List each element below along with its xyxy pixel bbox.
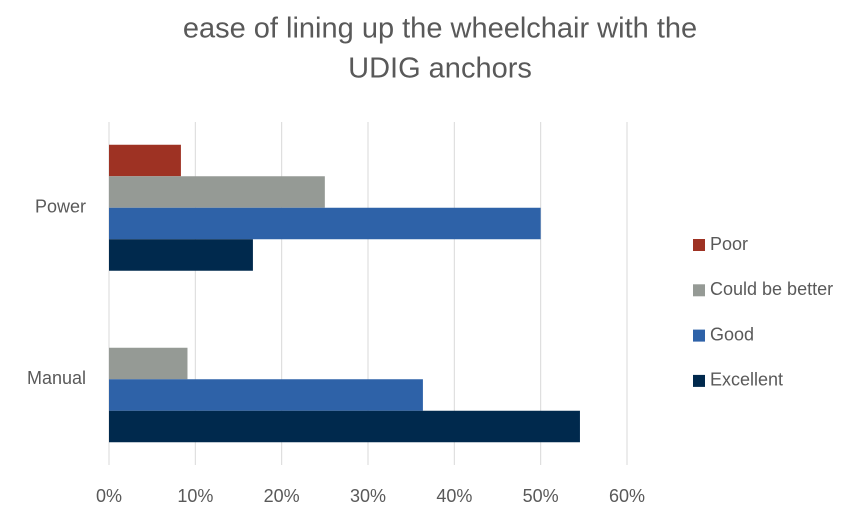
x-tick-label: 50% [523, 486, 559, 506]
x-tick-label: 0% [96, 486, 122, 506]
chart-title: UDIG anchors [348, 53, 532, 85]
legend-label: Excellent [710, 370, 783, 390]
x-tick-label: 40% [436, 486, 472, 506]
legend-swatch [693, 329, 705, 342]
legend-swatch [693, 284, 705, 297]
bar [109, 144, 181, 177]
bar [109, 410, 580, 443]
x-tick-label: 60% [609, 486, 645, 506]
y-tick-label: Manual [27, 368, 86, 388]
bar [109, 207, 541, 240]
x-tick-label: 20% [264, 486, 300, 506]
legend-label: Good [710, 324, 754, 344]
legend-label: Poor [710, 234, 748, 254]
legend-swatch [693, 239, 705, 251]
x-tick-label: 30% [350, 486, 386, 506]
chart-title: ease of lining up the wheelchair with th… [183, 13, 697, 45]
x-tick-label: 10% [177, 486, 213, 506]
legend-swatch [693, 374, 705, 387]
bar [109, 176, 325, 208]
bar [109, 379, 423, 411]
y-tick-label: Power [35, 197, 86, 217]
legend-label: Could be better [710, 279, 833, 299]
bar [109, 239, 253, 271]
bar [109, 347, 188, 380]
